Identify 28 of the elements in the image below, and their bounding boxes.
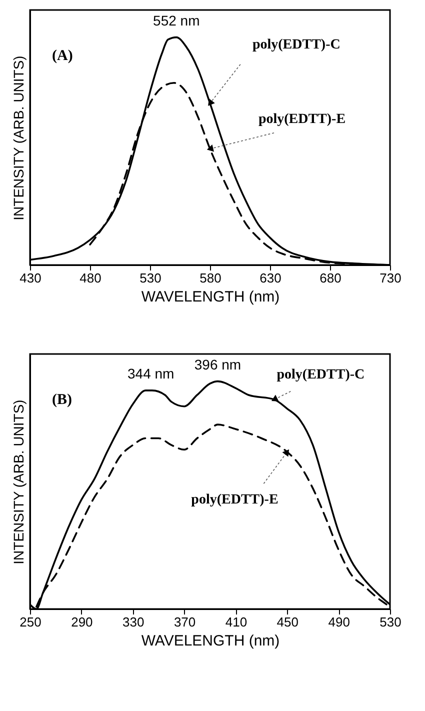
annotation: (B)	[52, 392, 72, 408]
annotation: 396 nm	[194, 356, 242, 372]
annotation: 552 nm	[153, 12, 200, 28]
x-tick-label: 490	[328, 614, 350, 630]
x-tick-label: 730	[380, 270, 402, 286]
x-axis-title: WAVELENGTH (nm)	[141, 632, 280, 650]
y-axis-title: INTENSITY (ARB. UNITS)	[10, 400, 26, 564]
x-tick-label: 580	[200, 270, 222, 286]
x-tick-label: 530	[140, 270, 162, 286]
x-tick-label: 480	[80, 270, 102, 286]
x-axis-title: WAVELENGTH (nm)	[141, 288, 280, 306]
x-tick-label: 330	[122, 614, 144, 630]
x-tick-label: 290	[71, 614, 93, 630]
x-tick-label: 450	[276, 614, 298, 630]
text: poly(EDTT)-E	[191, 492, 278, 508]
x-tick-label: 370	[174, 614, 196, 630]
x-tick-label: 430	[20, 270, 42, 286]
series-label: poly(EDTT)-C	[276, 367, 365, 382]
y-axis-title: INTENSITY (ARB. UNITS)	[10, 56, 26, 220]
x-tick-label: 630	[260, 270, 282, 286]
x-tick-label: 680	[320, 270, 342, 286]
x-tick-label: 250	[20, 614, 42, 630]
x-tick-label: 530	[380, 614, 402, 630]
x-tick-label: 410	[225, 614, 248, 630]
text: poly(EDTT)-C	[252, 37, 340, 52]
annotation: (A)	[52, 48, 73, 64]
annotation: 344 nm	[128, 365, 174, 382]
text: poly(EDTT)-E	[258, 112, 346, 127]
